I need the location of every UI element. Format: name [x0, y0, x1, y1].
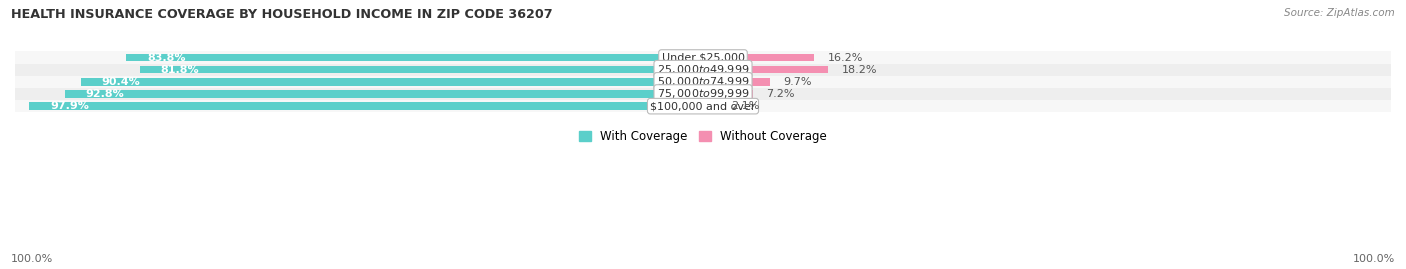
Bar — [703, 78, 769, 86]
Legend: With Coverage, Without Coverage: With Coverage, Without Coverage — [579, 130, 827, 143]
Bar — [65, 90, 703, 98]
Bar — [15, 88, 1391, 100]
Text: 100.0%: 100.0% — [11, 254, 53, 264]
Text: 97.9%: 97.9% — [51, 101, 89, 111]
Text: Source: ZipAtlas.com: Source: ZipAtlas.com — [1284, 8, 1395, 18]
Bar — [15, 63, 1391, 76]
Text: 92.8%: 92.8% — [86, 89, 124, 99]
Text: 83.8%: 83.8% — [148, 52, 186, 62]
Text: $50,000 to $74,999: $50,000 to $74,999 — [657, 75, 749, 88]
Text: HEALTH INSURANCE COVERAGE BY HOUSEHOLD INCOME IN ZIP CODE 36207: HEALTH INSURANCE COVERAGE BY HOUSEHOLD I… — [11, 8, 553, 21]
Text: 81.8%: 81.8% — [160, 65, 200, 75]
Bar — [30, 102, 703, 110]
Text: Under $25,000: Under $25,000 — [661, 52, 745, 62]
Text: 18.2%: 18.2% — [842, 65, 877, 75]
Text: 16.2%: 16.2% — [828, 52, 863, 62]
Text: 7.2%: 7.2% — [766, 89, 794, 99]
Bar — [127, 54, 703, 61]
Bar — [703, 90, 752, 98]
Text: 100.0%: 100.0% — [1353, 254, 1395, 264]
Bar — [15, 100, 1391, 112]
Bar — [15, 51, 1391, 63]
Bar — [703, 102, 717, 110]
Text: $25,000 to $49,999: $25,000 to $49,999 — [657, 63, 749, 76]
Text: 9.7%: 9.7% — [783, 77, 813, 87]
Text: $100,000 and over: $100,000 and over — [650, 101, 756, 111]
Bar — [141, 66, 703, 73]
Bar — [15, 76, 1391, 88]
Text: 2.1%: 2.1% — [731, 101, 759, 111]
Bar — [703, 54, 814, 61]
Text: 90.4%: 90.4% — [101, 77, 141, 87]
Bar — [703, 66, 828, 73]
Text: $75,000 to $99,999: $75,000 to $99,999 — [657, 87, 749, 101]
Bar — [82, 78, 703, 86]
